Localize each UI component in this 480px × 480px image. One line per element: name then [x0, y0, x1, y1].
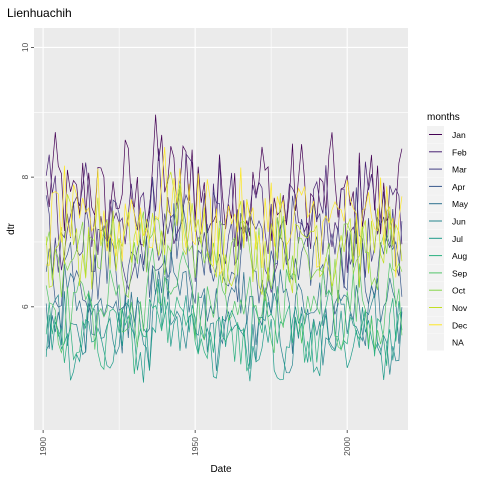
series-line-jan	[45, 114, 403, 251]
x-axis-title: Date	[210, 464, 232, 475]
legend-label-jan: Jan	[452, 130, 466, 140]
legend-label-jul: Jul	[452, 234, 463, 244]
y-tick-label: 8	[20, 174, 30, 179]
legend-label-feb: Feb	[452, 147, 467, 157]
series-line-aug	[45, 290, 403, 375]
legend-label-nov: Nov	[452, 303, 468, 313]
series-line-feb	[45, 148, 403, 275]
series-layer	[45, 114, 403, 383]
chart-title: Lienhuachih	[7, 6, 72, 20]
x-tick-label: 2000	[342, 437, 352, 456]
series-line-nov	[45, 171, 403, 295]
ticks-layer: 1900 1950 2000 6 8 10	[20, 42, 352, 455]
y-tick-label: 6	[20, 304, 30, 309]
series-line-sep	[45, 247, 403, 354]
x-tick-label: 1900	[38, 437, 48, 456]
legend-label-na: NA	[452, 338, 464, 348]
x-tick-label: 1950	[190, 437, 200, 456]
legend-label-mar: Mar	[452, 165, 467, 175]
legend-key-bg	[427, 333, 444, 351]
legend: months Jan Feb Mar Apr May Jun Jul Aug Sep Oct Nov…	[427, 112, 469, 351]
legend-label-dec: Dec	[452, 320, 468, 330]
series-line-dec	[46, 146, 403, 278]
legend-label-sep: Sep	[452, 268, 467, 278]
y-axis-title: dtr	[6, 222, 17, 234]
legend-label-jun: Jun	[452, 217, 466, 227]
legend-title: months	[427, 112, 460, 123]
series-line-jul	[45, 279, 403, 383]
series-line-jun	[45, 277, 403, 375]
series-line-oct	[45, 183, 403, 304]
legend-label-aug: Aug	[452, 251, 467, 261]
legend-label-may: May	[452, 199, 469, 209]
legend-label-apr: Apr	[452, 182, 465, 192]
series-line-apr	[45, 203, 403, 315]
y-tick-label: 10	[20, 42, 30, 52]
legend-label-oct: Oct	[452, 286, 466, 296]
